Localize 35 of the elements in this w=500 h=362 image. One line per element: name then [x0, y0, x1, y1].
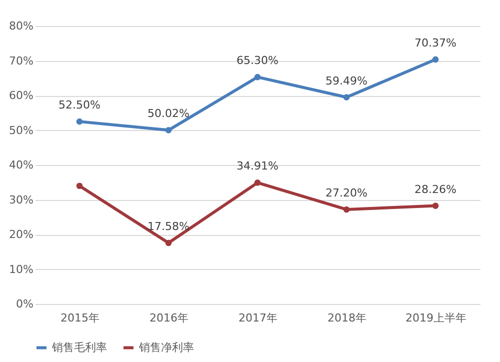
point	[76, 182, 83, 190]
data-label: 34.91%	[236, 160, 278, 173]
point	[432, 202, 439, 209]
point	[165, 127, 172, 134]
data-label: 50.02%	[148, 107, 190, 120]
point	[343, 206, 350, 213]
y-tick-label: 50%	[9, 124, 34, 137]
point	[343, 94, 350, 100]
x-tick-label: 2016年	[150, 312, 188, 324]
point	[254, 180, 261, 186]
data-label: 27.20%	[326, 186, 368, 200]
y-tick-label: 30%	[9, 193, 34, 206]
point	[432, 56, 439, 63]
data-label: 28.26%	[414, 182, 456, 196]
data-label: 59.49%	[326, 74, 368, 88]
data-label: 65.30%	[236, 54, 278, 68]
y-tick-label: 0%	[16, 298, 34, 310]
x-tick-label: 2019上半年	[406, 312, 466, 324]
y-tick-label: 70%	[9, 54, 34, 68]
data-label: 70.37%	[414, 36, 456, 50]
data-label: 17.58%	[148, 220, 190, 233]
legend-label: 销售毛利率	[51, 340, 107, 354]
data-label: 52.50%	[58, 98, 100, 112]
legend-label: 销售净利率	[138, 340, 194, 354]
y-tick-label: 80%	[9, 20, 34, 32]
x-tick-label: 2017年	[238, 312, 278, 324]
point	[76, 118, 83, 125]
y-tick-label: 60%	[9, 89, 34, 102]
point	[165, 240, 172, 246]
y-tick-label: 40%	[9, 158, 34, 172]
y-tick-label: 10%	[9, 262, 34, 276]
x-tick-label: 2015年	[60, 312, 100, 324]
point	[254, 74, 261, 80]
y-tick-label: 20%	[9, 228, 34, 241]
x-tick-label: 2018年	[328, 312, 366, 324]
